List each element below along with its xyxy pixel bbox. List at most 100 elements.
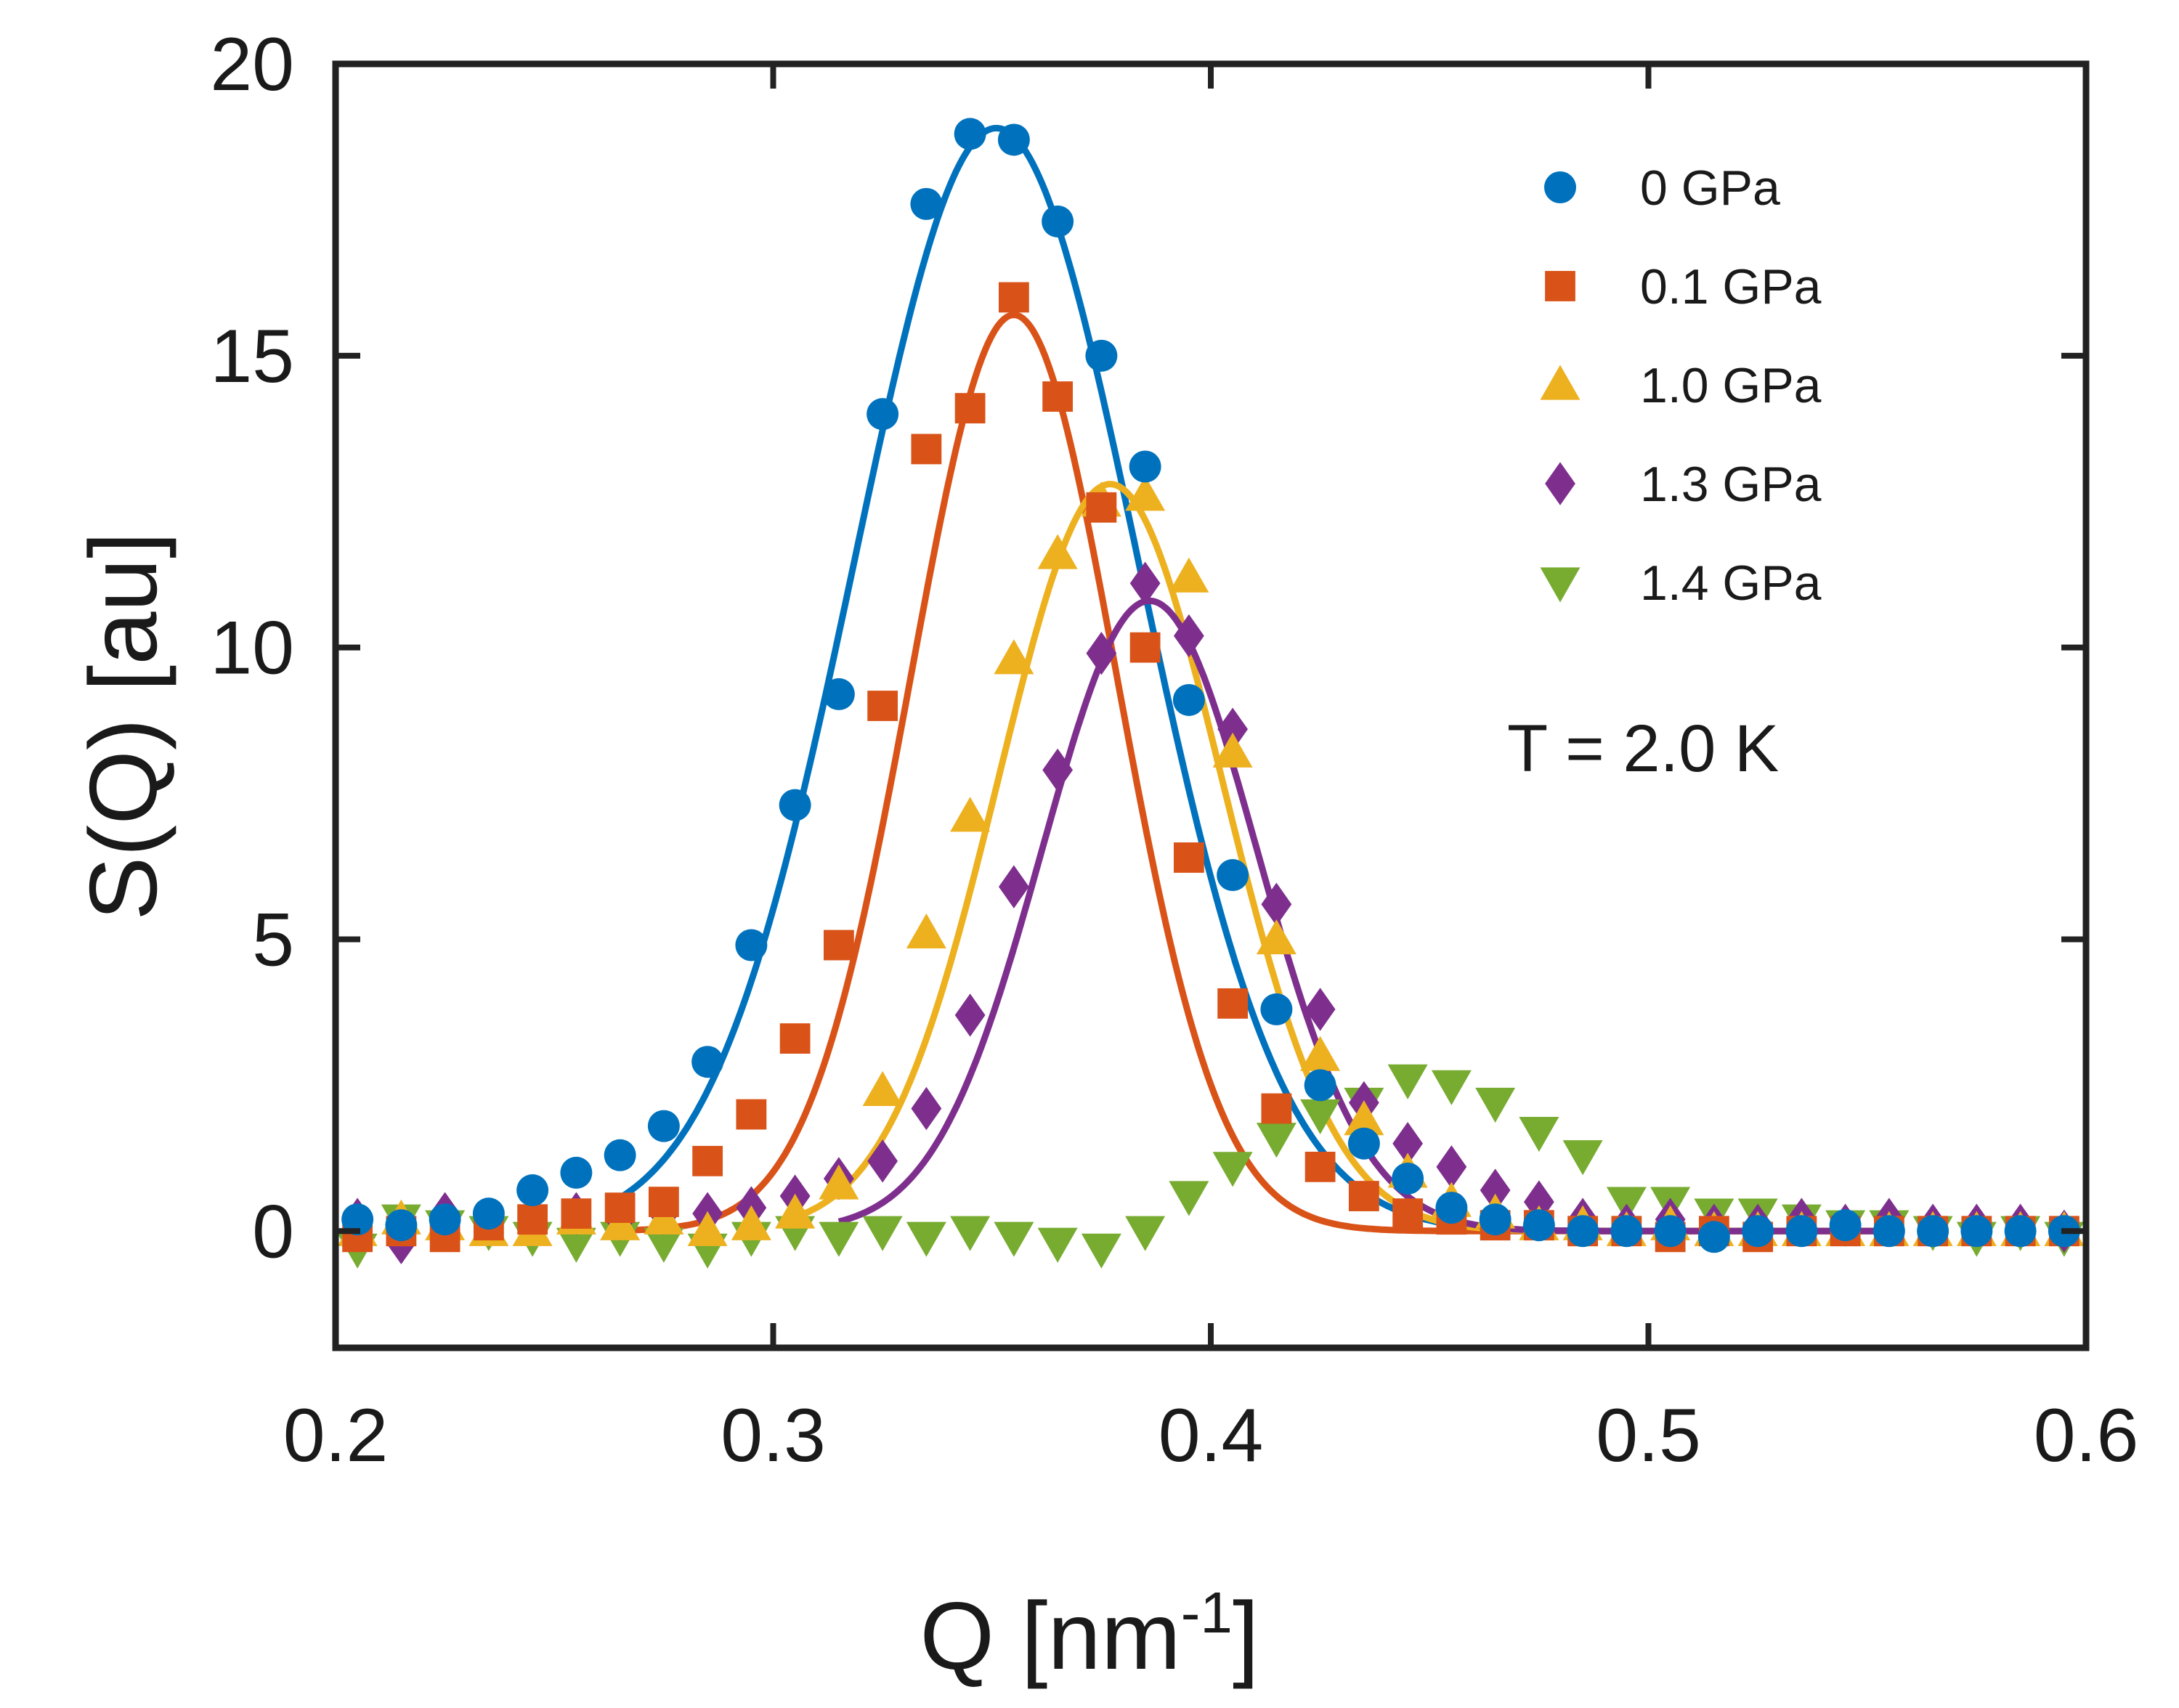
data-point bbox=[994, 1221, 1034, 1257]
x-tick-label: 0.6 bbox=[2034, 1394, 2139, 1478]
legend-label: 1.0 GPa bbox=[1640, 358, 1822, 413]
data-point bbox=[1081, 1233, 1121, 1269]
data-point bbox=[1260, 993, 1293, 1025]
data-point bbox=[561, 1198, 592, 1229]
series-0_1-GPa bbox=[342, 282, 2079, 1253]
data-point bbox=[1173, 842, 1204, 873]
data-point bbox=[1129, 450, 1161, 483]
data-point bbox=[906, 1221, 946, 1257]
data-point bbox=[997, 123, 1030, 156]
data-point bbox=[1872, 1215, 1905, 1248]
data-point bbox=[822, 678, 855, 710]
data-point bbox=[1304, 1151, 1336, 1182]
x-axis-title-suffix: ] bbox=[1233, 1582, 1259, 1689]
data-point bbox=[1129, 632, 1161, 663]
data-point bbox=[1261, 882, 1292, 926]
data-point bbox=[647, 1110, 680, 1142]
data-point bbox=[862, 1216, 903, 1251]
data-point bbox=[954, 393, 986, 424]
data-point bbox=[1610, 1215, 1643, 1248]
data-markers bbox=[337, 118, 2085, 1269]
series-1_0-GPa bbox=[337, 476, 2085, 1246]
y-tick-label: 15 bbox=[210, 314, 294, 399]
x-axis-title-superscript: -1 bbox=[1181, 1580, 1233, 1645]
data-point bbox=[1742, 1215, 1774, 1248]
data-point bbox=[1256, 1123, 1297, 1158]
data-point bbox=[867, 691, 898, 721]
data-point bbox=[1392, 1198, 1424, 1229]
x-axis-title: Q [nm-1] bbox=[920, 1580, 1259, 1689]
series-1_4-GPa bbox=[337, 1064, 2085, 1269]
x-tick-label: 0.3 bbox=[721, 1394, 826, 1478]
data-point bbox=[1212, 732, 1253, 768]
data-point bbox=[1392, 1162, 1424, 1195]
data-point bbox=[1125, 476, 1166, 511]
data-point bbox=[648, 1187, 679, 1217]
data-point bbox=[1475, 1087, 1516, 1123]
data-point bbox=[556, 1227, 596, 1263]
data-point bbox=[1785, 1215, 1818, 1248]
data-point bbox=[1125, 1216, 1166, 1251]
data-point bbox=[560, 1156, 593, 1189]
data-point bbox=[429, 1203, 461, 1236]
data-point bbox=[1173, 614, 1204, 658]
data-point bbox=[1217, 707, 1249, 751]
data-point bbox=[604, 1139, 636, 1171]
data-point bbox=[819, 1221, 859, 1257]
data-point bbox=[735, 929, 768, 961]
y-tick-label: 20 bbox=[210, 23, 294, 107]
data-point bbox=[1169, 557, 1209, 593]
data-point bbox=[1697, 1221, 1730, 1253]
legend-marker bbox=[1544, 171, 1576, 203]
data-point bbox=[1431, 1070, 1472, 1105]
data-point bbox=[1086, 631, 1117, 675]
data-point bbox=[1829, 1209, 1862, 1242]
data-point bbox=[731, 1205, 771, 1240]
data-point bbox=[867, 398, 899, 431]
data-point bbox=[1392, 1122, 1424, 1166]
data-point bbox=[1042, 381, 1074, 412]
data-point bbox=[950, 797, 991, 832]
data-point bbox=[516, 1174, 549, 1207]
data-point bbox=[950, 1216, 991, 1251]
x-tick-label: 0.2 bbox=[283, 1394, 389, 1478]
data-point bbox=[472, 1197, 505, 1230]
data-point bbox=[1654, 1215, 1687, 1248]
data-point bbox=[1256, 919, 1297, 955]
data-point bbox=[1567, 1215, 1599, 1248]
data-point bbox=[1169, 1181, 1209, 1216]
data-point bbox=[954, 118, 986, 150]
data-point bbox=[954, 993, 986, 1037]
data-point bbox=[1435, 1192, 1468, 1224]
data-point bbox=[1480, 1168, 1511, 1212]
data-point bbox=[867, 1139, 898, 1183]
x-tick-label: 0.4 bbox=[1159, 1394, 1264, 1478]
data-point bbox=[1037, 1227, 1078, 1263]
data-point bbox=[1261, 1093, 1292, 1124]
data-point bbox=[994, 639, 1034, 675]
data-point bbox=[644, 1227, 684, 1263]
data-point bbox=[1348, 1181, 1379, 1211]
y-tick-label: 5 bbox=[252, 898, 294, 982]
series-1_3-GPa bbox=[342, 561, 2079, 1265]
data-point bbox=[736, 1099, 767, 1130]
legend-marker bbox=[1545, 462, 1575, 505]
data-point bbox=[819, 1164, 859, 1200]
data-point bbox=[691, 1046, 724, 1078]
legend-marker bbox=[1540, 567, 1581, 603]
data-point bbox=[1300, 1099, 1341, 1135]
legend-marker bbox=[1540, 365, 1581, 400]
data-point bbox=[1522, 1209, 1555, 1242]
x-tick-label: 0.5 bbox=[1596, 1394, 1701, 1478]
data-point bbox=[1436, 1145, 1467, 1189]
data-point bbox=[1212, 1152, 1253, 1187]
data-point bbox=[1347, 1127, 1380, 1160]
data-point bbox=[911, 434, 942, 465]
data-point bbox=[998, 282, 1029, 313]
legend-marker bbox=[1545, 271, 1575, 301]
data-point bbox=[1300, 1036, 1341, 1071]
legend: 0 GPa 0.1 GPa 1.0 GPa 1.3 GPa 1.4 GPa bbox=[1540, 160, 1822, 611]
data-point bbox=[1479, 1203, 1511, 1236]
y-tick-label: 10 bbox=[210, 606, 294, 691]
